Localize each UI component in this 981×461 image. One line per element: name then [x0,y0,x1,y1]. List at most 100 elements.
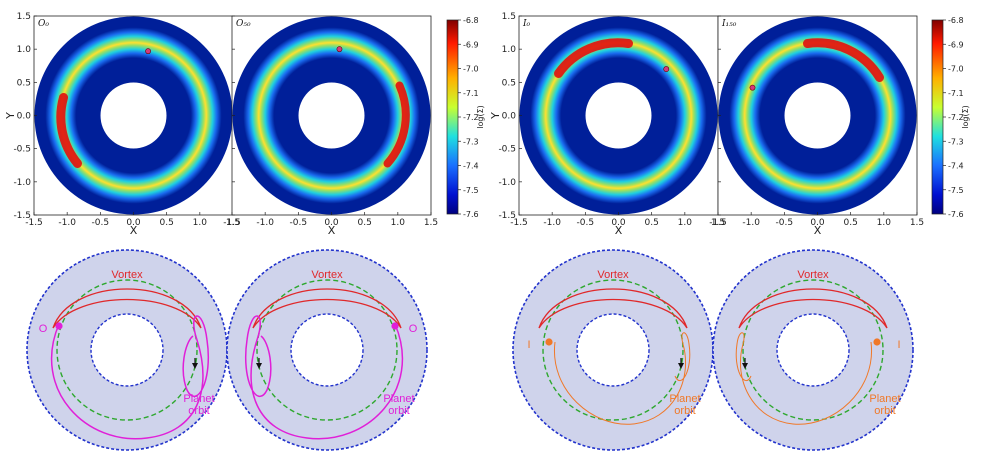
inner-hole [585,82,652,149]
orbit-group [50,315,209,440]
y-axis-label: Y [489,112,502,120]
x-tick-label: 1.5 [711,218,725,228]
panel-label: O₀ [38,19,49,29]
y-tick-label: 1.5 [17,12,31,22]
x-tick-label: 1.5 [910,218,924,228]
planet-marker [145,48,151,55]
x-tick-label: 0.0 [810,218,825,228]
x-axis-label: X [615,224,623,237]
orbit-label-line1: Planet [383,393,414,405]
colorbar-tick: -7.6 [463,210,479,219]
vortex-contour [252,288,402,329]
planet-marker [749,84,756,91]
x-tick-label: -1.0 [256,218,274,228]
planet-marker [663,66,670,72]
x-axis-label: X [328,224,336,237]
planet-marker [545,338,553,346]
colorbar-gradient [446,19,459,215]
x-tick-label: -0.5 [92,218,110,228]
vortex-contour [738,288,888,329]
y-axis-label: Y [4,112,17,120]
y-tick-label: -1.0 [13,178,31,188]
y-tick-label: 0.5 [502,78,516,88]
x-tick-label: 1.5 [424,218,438,228]
y-tick-label: 0.0 [17,112,32,122]
density-maps: O₀ -1.5 -1.0 -0.5 0.0 0.5 1.0 1.5 X 1.5 1.0 0.5 0.0 -… [4,12,924,237]
orbit-group [735,332,881,425]
x-tick-label: -0.5 [290,218,308,228]
density-panel-I150: I₁₅₀ -1.5 -1.0 -0.5 0.0 0.5 1.0 1.5 X [709,15,924,237]
vortex-label: Vortex [311,269,343,281]
colorbar-tick: -7.6 [948,210,964,219]
x-tick-label: 0.5 [844,218,858,228]
colorbar-tick: -7.3 [463,137,479,146]
colorbars: -6.8 -6.9 -7.0 -7.1 -7.2 -7.3 -7.4 -7.5 -7.6 log(… [446,16,970,219]
inner-hole [298,82,365,149]
x-tick-label: 0.0 [611,218,626,228]
x-axis-label: X [130,224,138,237]
orbit-group [245,315,404,440]
x-tick-label: 0.0 [126,218,141,228]
orbit-label-line2: orbit [874,405,895,417]
orbit-label-line1: Planet [669,393,700,405]
planet-marker [391,322,399,330]
vortex-contour [538,288,688,329]
planet-marker [55,322,63,330]
marker-letter: I [527,339,530,351]
density-disk [232,16,431,215]
y-tick-label: -0.5 [498,145,516,155]
orbit-label-line1: Planet [869,393,900,405]
corotation-circle [256,279,398,421]
y-tick-label: -1.5 [498,211,516,221]
panel-label: I₁₅₀ [721,19,737,29]
marker-letter: I [897,339,900,351]
planet-orbit-track [245,315,404,440]
x-tick-label: 0.5 [160,218,174,228]
colorbar-tick: -6.9 [948,40,964,49]
vortex-overdensity [554,38,633,78]
density-disk [718,16,917,215]
x-tick-label: -1.5 [25,218,43,228]
colorbar-gradient [931,19,944,215]
colorbar-tick: -7.4 [948,162,964,171]
corotation-circle [56,279,198,421]
x-tick-label: 1.0 [678,218,693,228]
inner-boundary [776,313,850,387]
inner-boundary [576,313,650,387]
planet-orbit-track [553,332,691,425]
density-disk [34,16,233,215]
panel-label: O₅₀ [236,19,251,29]
planet-marker [873,338,881,346]
orbit-label-line2: orbit [674,405,695,417]
colorbar-label: log(Σ) [476,105,485,129]
x-axis-label: X [814,224,822,237]
x-tick-label: -1.0 [58,218,76,228]
marker-letter: O [39,323,48,335]
inner-hole [784,82,851,149]
y-tick-label: 1.0 [502,45,517,55]
colorbar-label: log(Σ) [961,105,970,129]
orbit-group [545,332,691,425]
inner-hole [100,82,167,149]
colorbar-tick: -7.2 [463,113,479,122]
y-tick-label: 0.5 [17,78,31,88]
y-tick-label: 1.5 [502,12,516,22]
density-panel-O50: O₅₀ -1.5 -1.0 -0.5 0.0 0.5 1.0 1.5 X [223,15,438,237]
colorbar-1: -6.8 -6.9 -7.0 -7.1 -7.2 -7.3 -7.4 -7.5 -7.6 log(… [446,16,485,219]
planet-orbit-track [735,332,873,425]
y-tick-label: 0.0 [502,112,517,122]
corotation-circle [542,279,684,421]
x-tick-label: -1.5 [510,218,528,228]
vortex-overdensity [56,93,82,168]
panel-label: I₀ [522,19,531,29]
density-disk [519,16,718,215]
colorbar-tick: -7.4 [463,162,479,171]
x-tick-label: -1.5 [709,218,727,228]
orbit-label-line2: orbit [188,405,209,417]
corotation-circle [742,279,884,421]
colorbar-tick: -7.0 [463,65,479,74]
schematic-diagrams: VortexOPlanetorbitVortexOPlanetorbitVort… [26,249,914,451]
colorbar-tick: -7.0 [948,65,964,74]
vortex-label: Vortex [797,269,829,281]
